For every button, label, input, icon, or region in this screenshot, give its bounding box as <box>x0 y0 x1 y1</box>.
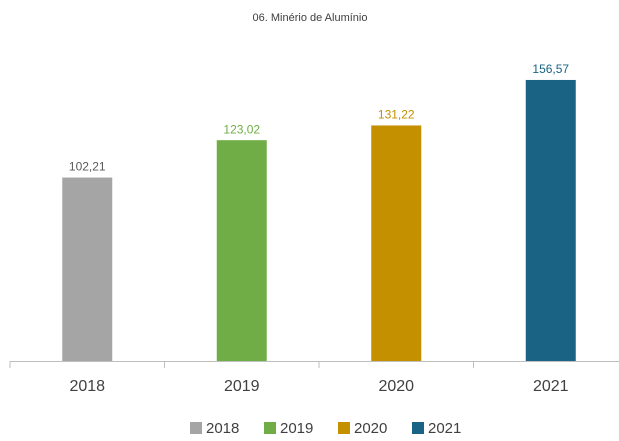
bar <box>62 177 113 361</box>
x-tick-label: 2020 <box>378 378 414 395</box>
legend-label: 2018 <box>206 420 239 436</box>
value-label: 131,22 <box>378 108 415 122</box>
legend-label: 2020 <box>354 420 387 436</box>
value-label: 102,21 <box>69 160 106 174</box>
x-tick-label: 2021 <box>533 378 569 395</box>
bar <box>216 140 267 361</box>
bar <box>371 125 422 361</box>
x-tick-label: 2019 <box>224 378 260 395</box>
legend-swatch <box>412 422 424 434</box>
legend-swatch <box>264 422 276 434</box>
legend-label: 2021 <box>428 420 461 436</box>
legend-swatch <box>338 422 350 434</box>
legend-swatch <box>190 422 202 434</box>
value-label: 123,02 <box>223 122 260 136</box>
x-tick-label: 2018 <box>69 378 105 395</box>
bar <box>525 79 576 361</box>
chart-title: 06. Minério de Alumínio <box>253 12 368 24</box>
legend-label: 2019 <box>280 420 313 436</box>
value-label: 156,57 <box>532 62 569 76</box>
